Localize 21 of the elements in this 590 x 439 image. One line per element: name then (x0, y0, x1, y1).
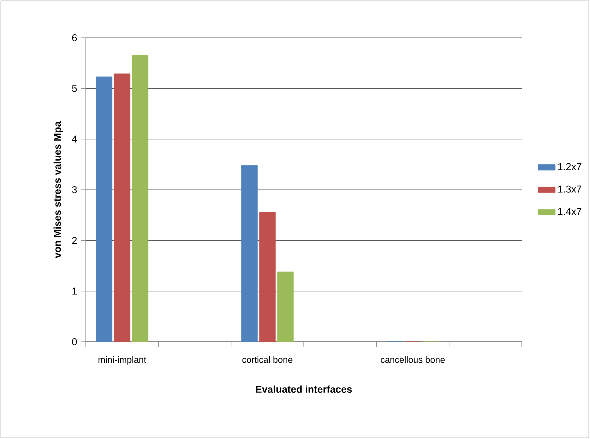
x-tick-label: cortical bone (242, 356, 293, 364)
bar (132, 55, 149, 342)
legend-label: 1.2x7 (558, 163, 582, 170)
y-tick-label: 4 (72, 136, 78, 143)
y-tick-label: 2 (72, 237, 77, 244)
y-tick-label: 3 (72, 186, 78, 194)
bar (259, 212, 276, 342)
x-tick-label: mini-implant (98, 356, 146, 365)
legend-label: 1.4x7 (558, 208, 582, 216)
legend-label: 1.3x7 (558, 186, 582, 193)
bar (241, 165, 258, 342)
y-tick-label: 0 (72, 338, 78, 346)
bar (277, 272, 294, 342)
x-axis-title: Evaluated interfaces (256, 386, 352, 394)
y-axis-title: von Mises stress values Mpa (54, 122, 64, 258)
bar (114, 74, 131, 342)
y-tick-label: 1 (72, 288, 78, 295)
y-tick-label: 5 (72, 85, 78, 92)
bar (96, 76, 113, 342)
x-tick-label: cancellous bone (380, 356, 445, 364)
y-tick-label: 6 (72, 34, 78, 42)
